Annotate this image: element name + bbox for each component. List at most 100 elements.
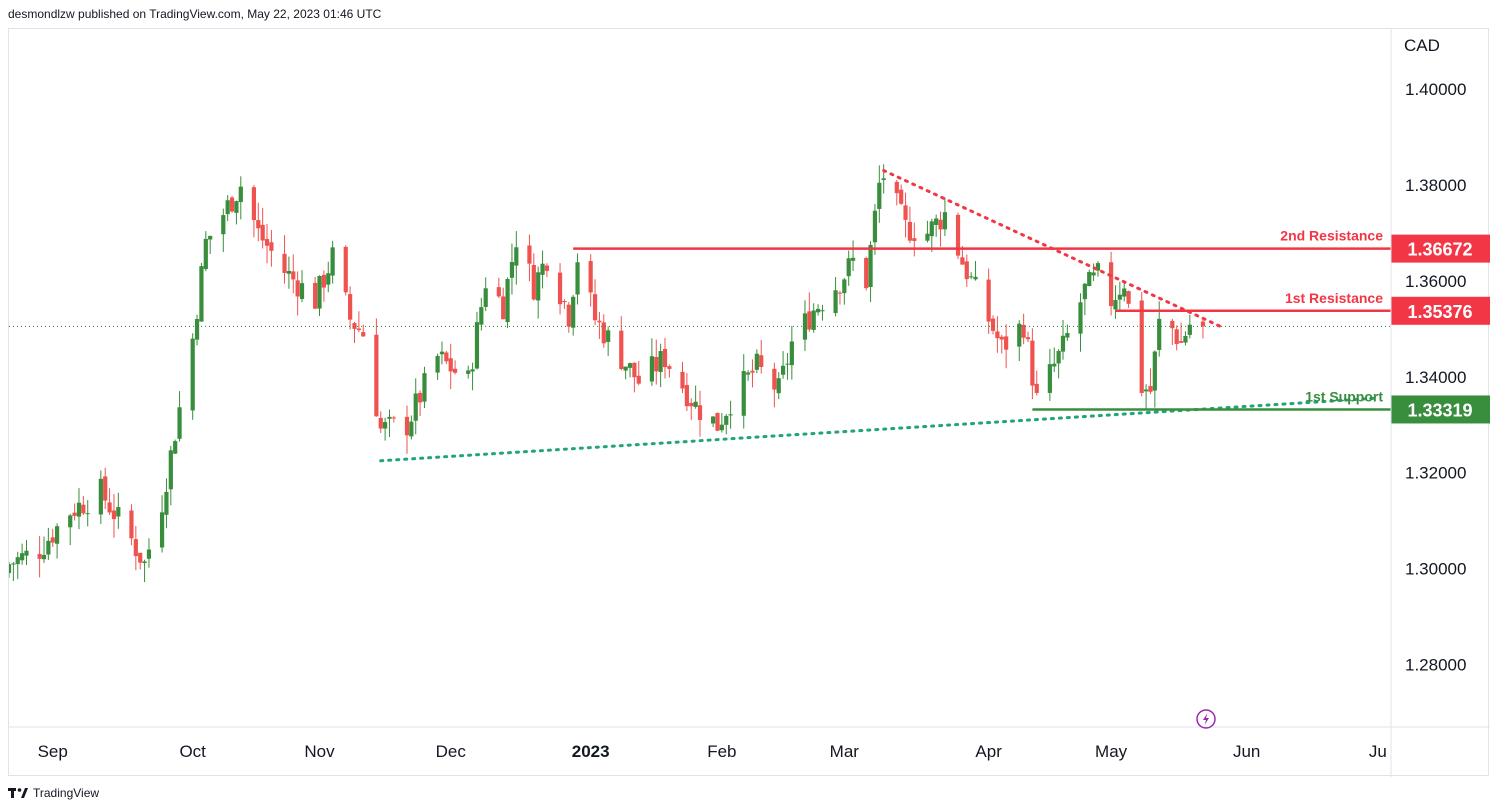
candle-down bbox=[1004, 324, 1009, 369]
candle-down bbox=[619, 316, 624, 371]
candle-body bbox=[724, 415, 729, 425]
time-tick-label: Mar bbox=[830, 742, 860, 761]
candle-up bbox=[929, 218, 934, 252]
candle-body bbox=[251, 187, 257, 221]
candle-body bbox=[903, 205, 908, 220]
candle-body bbox=[667, 366, 672, 369]
candle-body bbox=[658, 351, 663, 372]
candle-up bbox=[203, 231, 208, 272]
candle-body bbox=[509, 262, 515, 278]
candle-up bbox=[439, 341, 445, 365]
candle-body bbox=[168, 450, 173, 490]
candle-body bbox=[470, 369, 475, 372]
candle-up bbox=[1060, 319, 1066, 360]
candle-down bbox=[1025, 331, 1031, 343]
candle-up bbox=[194, 314, 200, 346]
candle-body bbox=[352, 323, 357, 329]
candle-down bbox=[391, 415, 396, 423]
candle-body bbox=[103, 476, 108, 501]
candle-body bbox=[1021, 324, 1026, 338]
candle-body bbox=[807, 311, 812, 330]
candle-up bbox=[159, 495, 165, 553]
candle-down bbox=[544, 263, 550, 278]
candle-down bbox=[654, 339, 659, 385]
candle-down bbox=[1178, 322, 1184, 343]
chart-panel[interactable]: 2nd Resistance 1.36672 1st Resistance 1.353… bbox=[8, 28, 1490, 777]
candle-up bbox=[1183, 331, 1188, 346]
candle-down bbox=[1030, 328, 1035, 400]
candle-body bbox=[907, 221, 913, 241]
candle-body bbox=[256, 220, 261, 229]
candle-body bbox=[802, 313, 808, 340]
candle-body bbox=[689, 402, 694, 407]
candle-body bbox=[571, 296, 576, 328]
candle-body bbox=[225, 200, 230, 215]
candle-up bbox=[868, 241, 873, 303]
candle-down bbox=[229, 195, 235, 213]
candle-up bbox=[872, 203, 878, 255]
candle-down bbox=[899, 184, 904, 205]
candle-body bbox=[111, 510, 117, 520]
candle-down bbox=[557, 263, 563, 315]
time-tick-label: Oct bbox=[179, 742, 206, 761]
candle-body bbox=[1095, 263, 1101, 271]
candle-down bbox=[837, 290, 843, 305]
candle-body bbox=[142, 561, 147, 564]
candle-up bbox=[820, 304, 825, 321]
candle-body bbox=[899, 189, 904, 204]
candle-up bbox=[479, 297, 484, 331]
candle-up bbox=[1113, 285, 1118, 319]
candle-body bbox=[37, 553, 42, 559]
price-chart[interactable]: 2nd Resistance 1.36672 1st Resistance 1.353… bbox=[9, 29, 1490, 777]
candle-body bbox=[85, 513, 90, 515]
candle-down bbox=[295, 271, 300, 316]
candle-body bbox=[1091, 272, 1096, 276]
time-tick-label: 2023 bbox=[572, 742, 610, 761]
candle-up bbox=[326, 261, 331, 293]
candle-body bbox=[719, 424, 724, 431]
footer-brand[interactable]: TradingView bbox=[8, 784, 99, 802]
candle-down bbox=[378, 411, 383, 433]
candle-down bbox=[1200, 319, 1206, 339]
candle-body bbox=[229, 197, 235, 212]
candle-body bbox=[505, 279, 510, 323]
footer-brand-label: TradingView bbox=[33, 786, 100, 800]
candle-up bbox=[68, 513, 73, 546]
candle-down bbox=[103, 467, 108, 509]
time-tick-label: Feb bbox=[707, 742, 736, 761]
candle-down bbox=[592, 279, 598, 326]
currency-label: CAD bbox=[1404, 36, 1440, 55]
candle-down bbox=[527, 234, 532, 282]
candle-up bbox=[422, 366, 427, 409]
candle-body bbox=[741, 371, 746, 416]
candle-body bbox=[1122, 288, 1127, 297]
candle-body bbox=[41, 554, 47, 560]
candle-down bbox=[995, 316, 1000, 353]
candle-body bbox=[146, 549, 152, 559]
candle-down bbox=[684, 373, 689, 411]
candle-down bbox=[1170, 318, 1175, 345]
candle-up bbox=[1143, 384, 1149, 411]
candle-body bbox=[846, 258, 851, 277]
candles-layer bbox=[9, 164, 1206, 583]
candle-down bbox=[864, 256, 869, 291]
candle-body bbox=[317, 276, 322, 309]
candle-up bbox=[435, 353, 440, 381]
candle-down bbox=[999, 334, 1004, 354]
candle-body bbox=[964, 261, 969, 280]
candle-down bbox=[291, 254, 296, 294]
candle-body bbox=[1139, 300, 1144, 393]
candle-body bbox=[990, 318, 996, 331]
candle-body bbox=[1025, 337, 1031, 340]
candle-body bbox=[374, 334, 379, 417]
candle-body bbox=[479, 307, 484, 325]
candle-up bbox=[299, 270, 305, 303]
candle-body bbox=[378, 417, 383, 429]
candle-body bbox=[422, 373, 427, 402]
candle-up bbox=[942, 197, 948, 237]
level-name-label: 1st Resistance bbox=[1285, 290, 1383, 306]
candle-body bbox=[776, 378, 781, 394]
candle-body bbox=[483, 288, 488, 307]
candle-body bbox=[15, 557, 20, 565]
candle-down bbox=[632, 362, 637, 393]
